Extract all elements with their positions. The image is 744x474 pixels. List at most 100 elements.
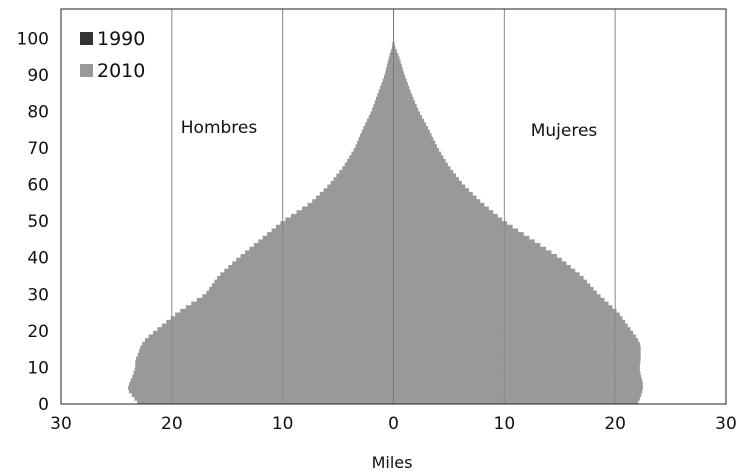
bar-2010-women-age-51 <box>393 213 498 218</box>
bar-2010-men-age-57 <box>319 191 394 196</box>
bar-2010-women-age-97 <box>393 45 396 50</box>
x-tick-label: 30 <box>715 414 737 434</box>
bar-2010-men-age-89 <box>383 74 394 79</box>
bar-2010-men-age-13 <box>137 352 394 357</box>
bar-2010-men-age-40 <box>240 254 394 259</box>
bar-2010-men-age-88 <box>382 78 394 83</box>
bar-2010-men-age-0 <box>137 400 394 405</box>
bar-2010-women-age-53 <box>393 206 489 211</box>
bar-2010-women-age-4 <box>393 385 643 390</box>
bar-2010-men-age-8 <box>133 371 394 376</box>
y-tick-label: 30 <box>27 285 49 305</box>
bar-2010-women-age-93 <box>393 60 401 65</box>
bar-2010-men-age-52 <box>296 210 394 215</box>
bar-2010-men-age-33 <box>214 279 394 284</box>
bar-2010-men-age-90 <box>385 71 394 76</box>
x-tick-label: 30 <box>50 414 72 434</box>
bar-2010-men-age-67 <box>349 155 394 160</box>
bar-2010-men-age-76 <box>365 122 394 127</box>
legend-swatch-1990 <box>80 32 93 45</box>
bar-2010-men-age-82 <box>374 100 394 105</box>
bar-2010-men-age-14 <box>139 349 394 354</box>
bar-2010-men-age-92 <box>386 63 394 68</box>
bar-2010-women-age-20 <box>393 327 631 332</box>
bar-2010-women-age-80 <box>393 107 419 112</box>
bar-2010-men-age-58 <box>323 188 394 193</box>
bar-2010-men-age-97 <box>391 45 394 50</box>
bar-2010-women-age-90 <box>393 71 405 76</box>
bar-2010-women-age-38 <box>393 261 567 266</box>
bar-2010-men-age-69 <box>353 147 394 153</box>
bar-2010-women-age-71 <box>393 140 436 145</box>
bar-2010-women-age-73 <box>393 133 432 138</box>
bar-2010-women-age-9 <box>393 367 640 372</box>
bar-2010-women-age-78 <box>393 115 422 120</box>
bar-2010-men-age-28 <box>196 297 394 302</box>
bar-2010-men-age-51 <box>290 213 394 218</box>
bar-2010-men-age-75 <box>363 126 394 131</box>
bar-2010-men-age-81 <box>373 104 394 109</box>
bar-2010-women-age-6 <box>393 378 643 383</box>
bar-2010-men-age-27 <box>191 301 394 306</box>
bar-2010-women-age-87 <box>393 82 408 87</box>
bar-2010-men-age-10 <box>135 363 394 368</box>
bar-2010-women-age-16 <box>393 341 640 346</box>
bar-2010-women-age-22 <box>393 319 626 324</box>
bar-2010-women-age-76 <box>393 122 426 127</box>
bar-2010-women-age-57 <box>393 191 473 196</box>
bar-2010-men-age-18 <box>148 334 394 339</box>
bar-2010-men-age-20 <box>157 327 394 332</box>
bar-2010-women-age-95 <box>393 52 399 57</box>
bar-2010-women-age-39 <box>393 257 562 262</box>
bar-2010-men-age-31 <box>209 286 394 292</box>
bar-2010-men-age-37 <box>228 265 394 270</box>
bar-2010-women-age-43 <box>393 243 541 248</box>
bar-2010-men-age-98 <box>392 41 394 46</box>
bar-2010-men-age-63 <box>339 169 394 174</box>
bar-2010-men-age-11 <box>135 360 394 365</box>
bar-2010-men-age-17 <box>144 338 394 343</box>
bar-2010-men-age-39 <box>236 257 394 262</box>
bar-2010-women-age-24 <box>393 312 620 317</box>
legend-label-1990: 1990 <box>97 28 145 50</box>
bar-2010-women-age-26 <box>393 305 613 310</box>
bar-2010-women-age-92 <box>393 63 402 68</box>
bar-2010-women-age-36 <box>393 268 576 273</box>
bar-2010-men-age-53 <box>302 206 394 211</box>
legend: 1990 2010 <box>80 28 145 82</box>
bar-2010-men-age-7 <box>132 374 394 379</box>
bar-2010-men-age-9 <box>134 367 394 372</box>
plot-frame <box>60 8 727 405</box>
bar-2010-women-age-29 <box>393 294 601 299</box>
bar-2010-men-age-41 <box>244 250 394 255</box>
x-axis-title: Miles <box>372 453 413 472</box>
y-tick-label: 60 <box>27 176 49 196</box>
bar-2010-men-age-4 <box>128 385 394 390</box>
bar-2010-men-age-26 <box>185 305 394 310</box>
bar-2010-women-age-98 <box>393 41 395 46</box>
bar-2010-men-age-12 <box>136 356 394 361</box>
bar-2010-men-age-46 <box>267 232 394 237</box>
bar-2010-men-age-70 <box>355 144 394 149</box>
y-tick-label: 40 <box>27 249 49 269</box>
bar-2010-women-age-79 <box>393 111 420 116</box>
y-axis-tick-labels: 0 10 20 30 40 50 60 70 80 90 100 <box>17 29 49 415</box>
bar-2010-women-age-48 <box>393 224 513 229</box>
bar-2010-women-age-30 <box>393 290 597 295</box>
bar-2010-men-age-72 <box>358 137 394 142</box>
bar-2010-women-age-2 <box>393 393 642 398</box>
bar-2010-men-age-80 <box>371 107 394 112</box>
bar-2010-women-age-55 <box>393 199 481 204</box>
bar-2010-women-age-58 <box>393 188 469 193</box>
bar-2010-women-age-42 <box>393 246 546 251</box>
bar-2010-women-age-19 <box>393 330 634 335</box>
bar-2010-women-age-41 <box>393 250 552 255</box>
bar-2010-men-age-15 <box>140 345 394 350</box>
bar-2010-men-age-64 <box>342 166 394 171</box>
bar-2010-men-age-29 <box>202 294 394 299</box>
bar-2010-men-age-32 <box>211 283 394 288</box>
bar-2010-women-age-17 <box>393 338 639 343</box>
bar-2010-men-age-30 <box>206 290 394 295</box>
annotation-mujeres: Mujeres <box>531 121 598 141</box>
bar-2010-men-age-47 <box>271 228 394 233</box>
